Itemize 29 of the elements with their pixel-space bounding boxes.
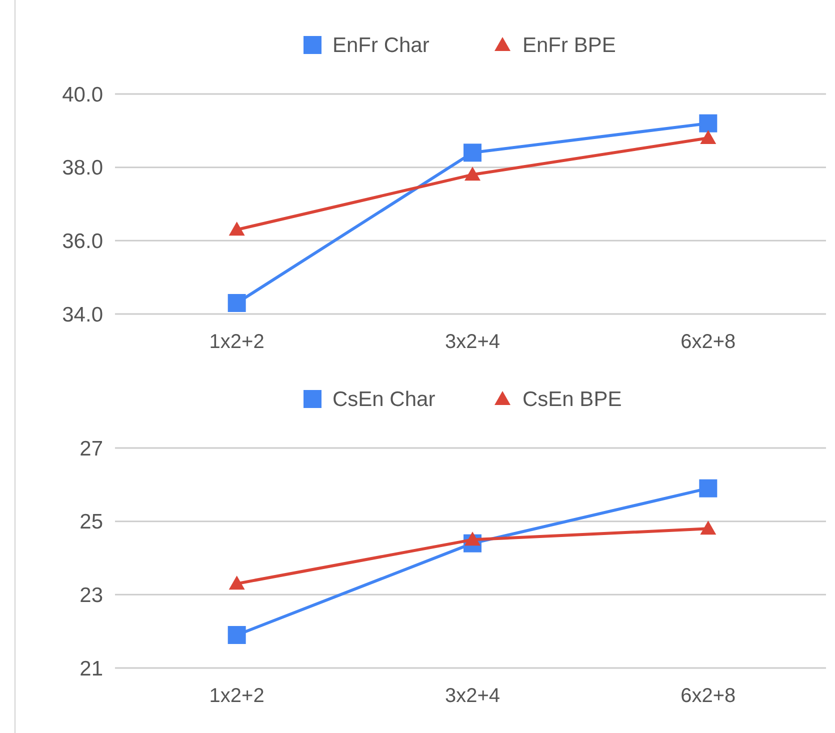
y-tick-label: 21: [80, 657, 103, 680]
point: [464, 532, 480, 546]
legend-label: CsEn BPE: [522, 388, 622, 411]
point: [699, 479, 718, 498]
x-tick-label: 1x2+2: [209, 685, 264, 707]
x-tick-label: 3x2+4: [444, 331, 500, 353]
legend-label: EnFr BPE: [522, 34, 616, 57]
legend-label: EnFr Char: [332, 34, 430, 57]
y-tick-label: 40.0: [62, 83, 103, 106]
y-tick-label: 38.0: [62, 156, 103, 180]
x-tick-label: 6x2+8: [680, 685, 736, 707]
point: [228, 626, 246, 644]
y-tick-label: 36.0: [62, 230, 103, 254]
y-tick-label: 23: [80, 584, 103, 608]
point: [228, 222, 245, 236]
point: [228, 294, 246, 312]
point: [700, 130, 716, 144]
point: [700, 520, 716, 535]
y-tick-label: 25: [80, 510, 103, 534]
y-tick-label: 27: [80, 437, 103, 460]
point: [228, 576, 245, 590]
point: [464, 166, 480, 181]
point: [464, 144, 482, 162]
point: [699, 114, 718, 132]
x-tick-label: 1x2+2: [209, 331, 264, 353]
x-tick-label: 6x2+8: [680, 331, 736, 353]
y-tick-label: 34.0: [62, 303, 103, 326]
legend-label: CsEn Char: [332, 388, 436, 411]
x-tick-label: 3x2+4: [444, 685, 500, 707]
